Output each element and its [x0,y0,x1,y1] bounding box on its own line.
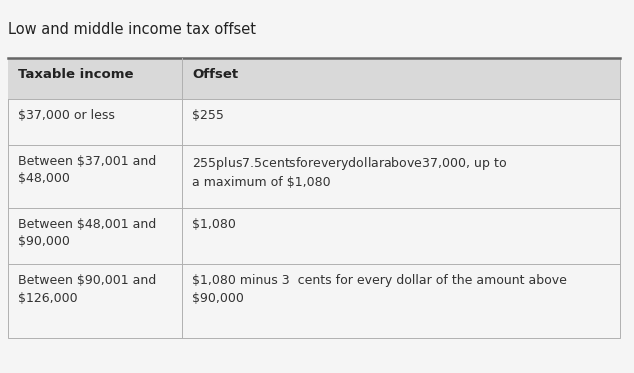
Text: Between $48,001 and
$90,000: Between $48,001 and $90,000 [18,218,156,248]
Text: $255 plus 7.5  cents for every dollar above $37,000, up to
a maximum of $1,080: $255 plus 7.5 cents for every dollar abo… [193,155,507,189]
Bar [8,58,620,338]
Text: $255: $255 [193,109,224,122]
Text: $1,080: $1,080 [193,218,236,231]
Text: Between $90,001 and
$126,000: Between $90,001 and $126,000 [18,274,156,305]
Text: $37,000 or less: $37,000 or less [18,109,115,122]
Bar [8,58,620,99]
Text: Offset: Offset [193,68,238,81]
Text: Low and middle income tax offset: Low and middle income tax offset [8,22,256,37]
Text: Taxable income: Taxable income [18,68,134,81]
Text: $1,080 minus 3  cents for every dollar of the amount above
$90,000: $1,080 minus 3 cents for every dollar of… [193,274,567,305]
Text: Between $37,001 and
$48,000: Between $37,001 and $48,000 [18,155,156,185]
